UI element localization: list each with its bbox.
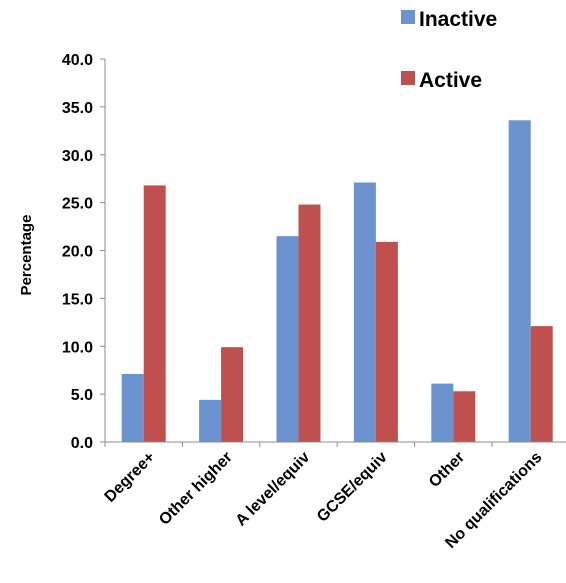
bar-inactive-2 [276, 236, 299, 442]
y-tick-label: 35.0 [62, 100, 93, 117]
bar-active-0 [143, 185, 166, 442]
y-axis-title: Percentage [18, 215, 35, 296]
bar-active-2 [298, 204, 321, 442]
bars [121, 120, 553, 442]
legend-label-inactive: Inactive [419, 8, 497, 31]
legend: Inactive Active [401, 8, 497, 92]
bar-inactive-3 [353, 182, 376, 442]
x-category-label: Degree+ [102, 449, 159, 506]
bar-active-5 [530, 326, 553, 442]
x-category-label: Other [426, 449, 468, 491]
bar-inactive-1 [199, 399, 222, 442]
x-category-label: GCSE/equiv [314, 449, 391, 526]
bar-inactive-5 [508, 120, 531, 442]
y-tick-label: 40.0 [62, 52, 93, 69]
bar-active-3 [375, 241, 398, 442]
legend-swatch-inactive [401, 10, 415, 24]
y-axis-ticks: 0.0 5.0 10.0 15.0 20.0 25.0 30.0 35.0 40.0 [62, 52, 105, 452]
x-category-label: Other higher [156, 449, 236, 529]
legend-label-active: Active [419, 69, 482, 92]
legend-swatch-active [401, 71, 415, 85]
y-tick-label: 20.0 [62, 244, 93, 261]
bar-active-1 [221, 347, 244, 442]
y-tick-label: 15.0 [62, 291, 93, 308]
bar-inactive-0 [121, 374, 144, 442]
y-tick-label: 0.0 [71, 435, 93, 452]
y-tick-label: 30.0 [62, 148, 93, 165]
y-tick-label: 5.0 [71, 387, 93, 404]
y-tick-label: 25.0 [62, 196, 93, 213]
y-tick-label: 10.0 [62, 339, 93, 356]
x-category-label: A level/equiv [233, 449, 314, 530]
bar-inactive-4 [431, 383, 454, 442]
bar-active-4 [453, 391, 476, 442]
